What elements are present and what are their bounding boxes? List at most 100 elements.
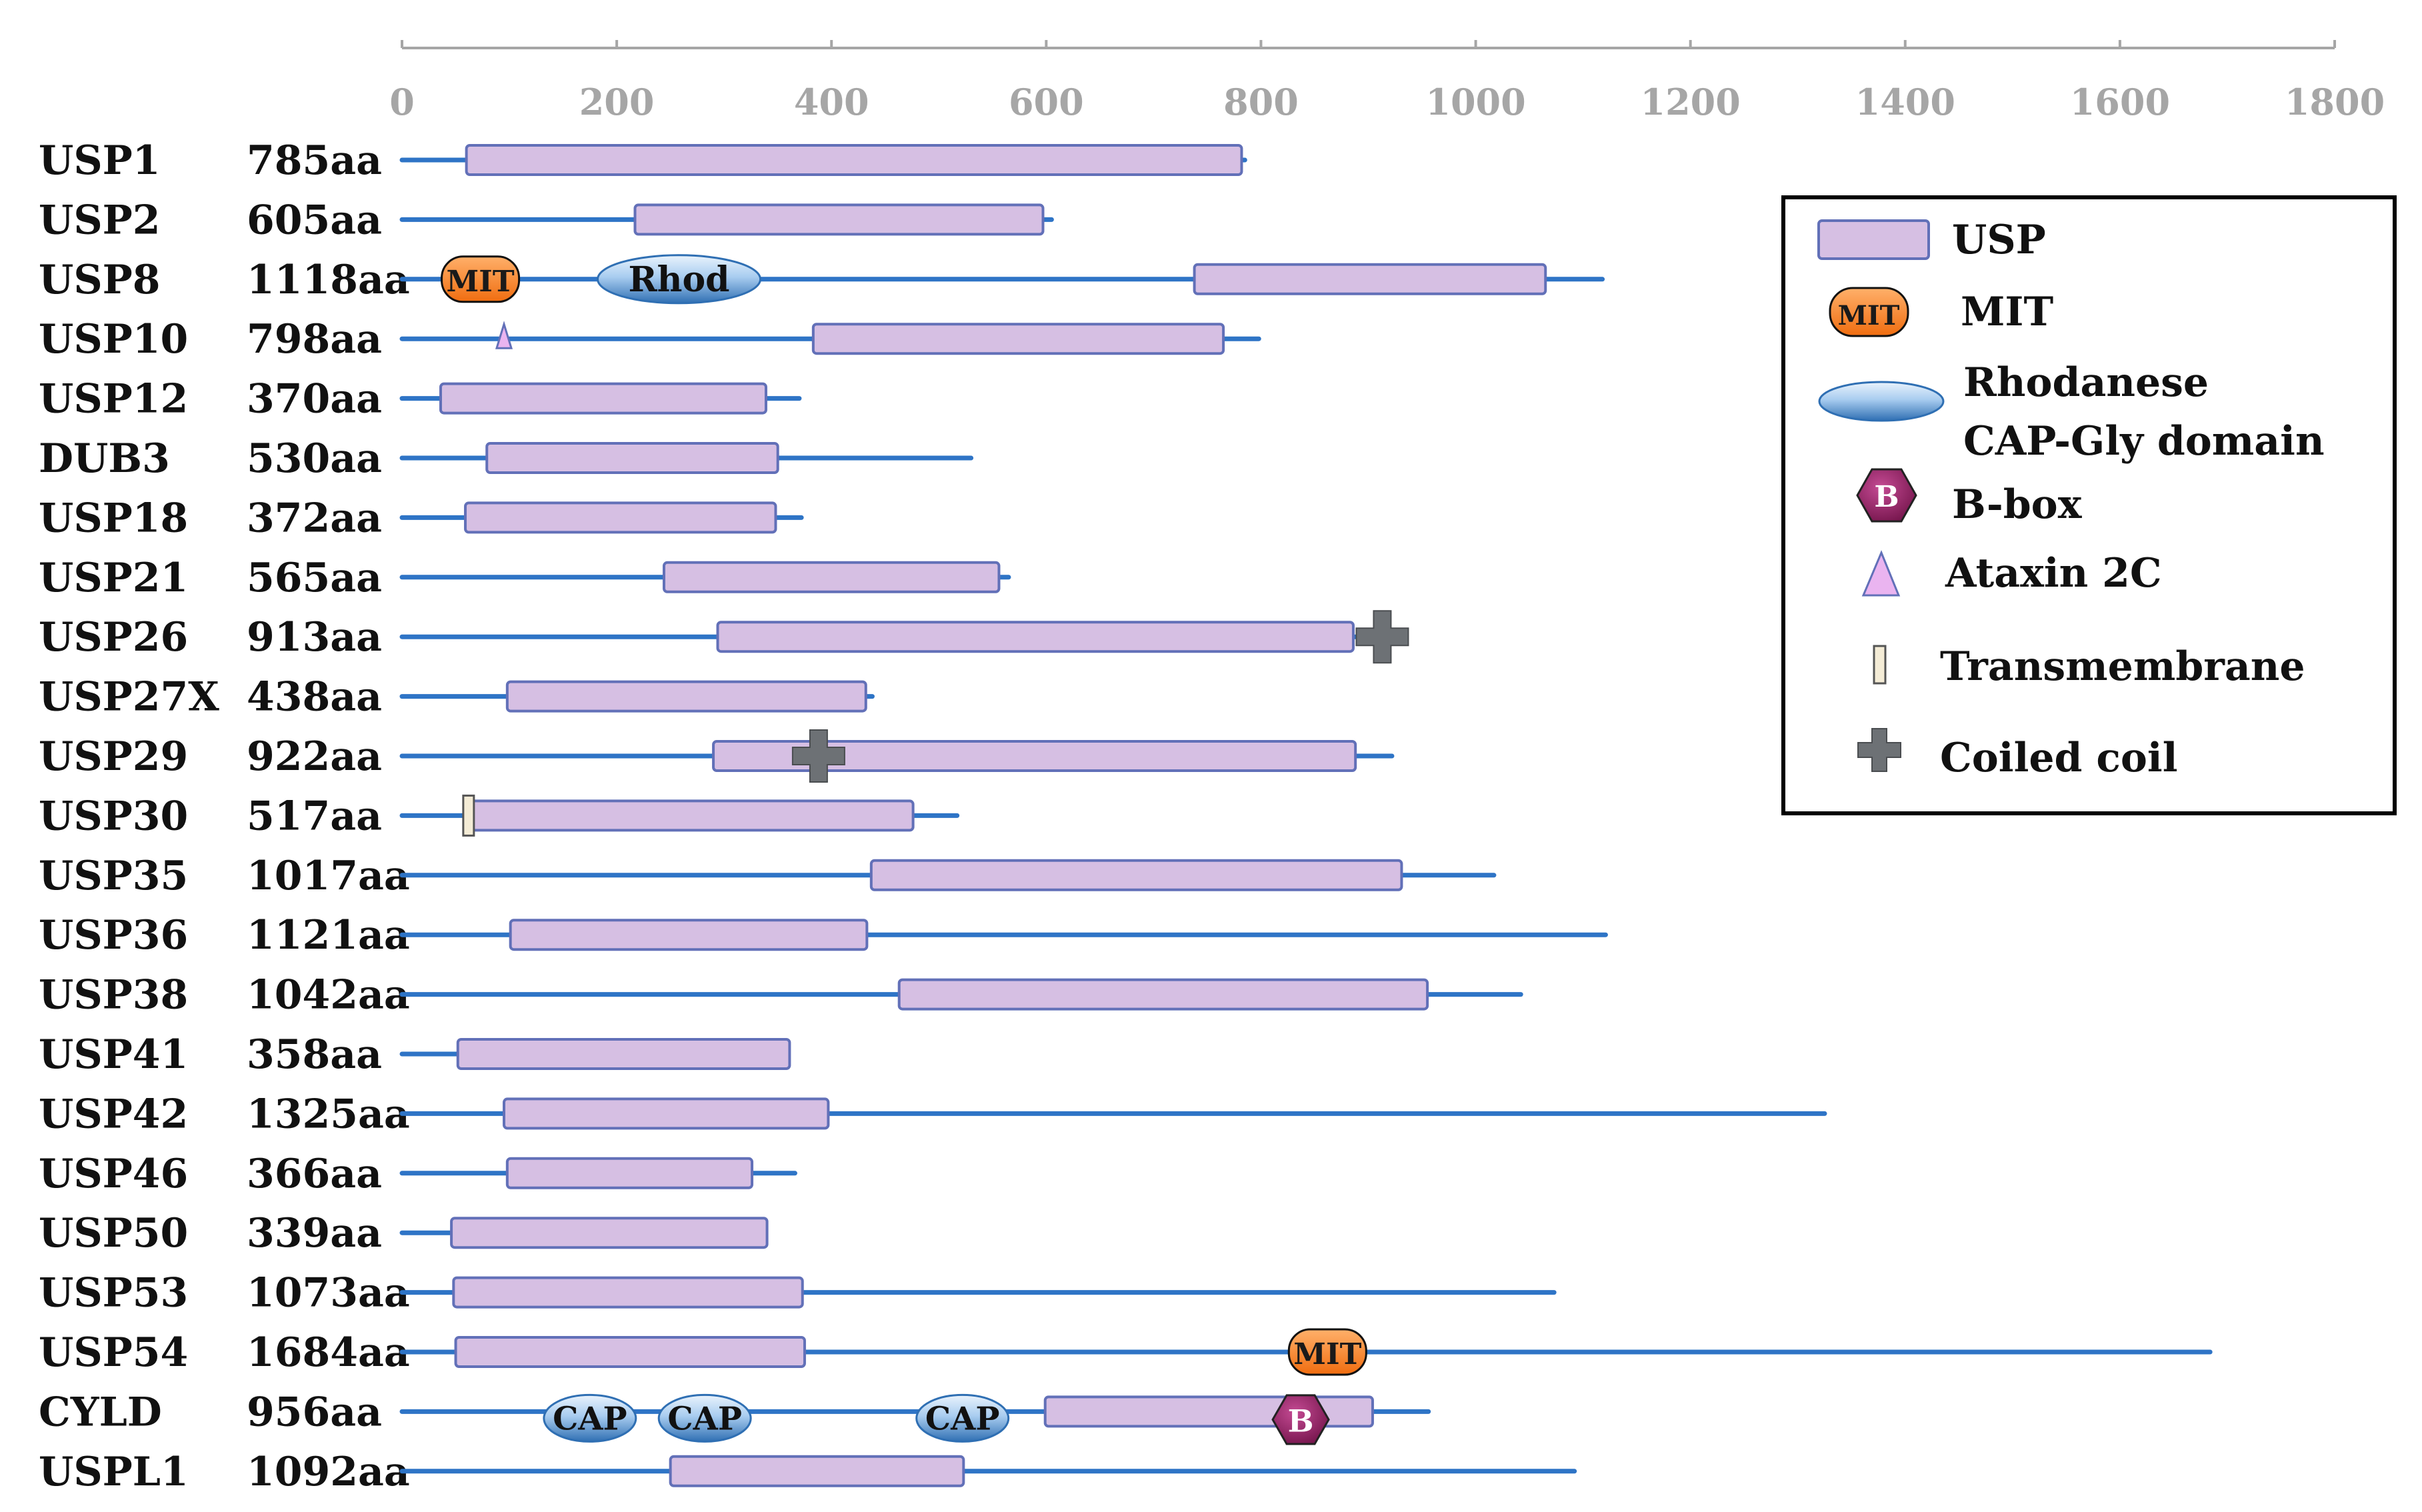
protein-row-usp35: USP35 1017aa <box>39 853 1497 899</box>
legend-usp-label: USP <box>1952 217 2046 263</box>
protein-length: 565aa <box>247 555 382 601</box>
usp-domain <box>469 799 915 832</box>
usp-domain <box>669 1455 965 1487</box>
protein-name: USP27X <box>39 674 219 721</box>
protein-name: USP38 <box>39 972 188 1019</box>
protein-name: USP10 <box>39 316 188 363</box>
protein-length: 956aa <box>247 1389 382 1435</box>
protein-length: 517aa <box>247 793 382 839</box>
coiled-coil-domain <box>791 729 845 783</box>
protein-row-usp53: USP53 1073aa <box>39 1270 1557 1317</box>
protein-name: USP18 <box>39 495 188 541</box>
protein-name: USP46 <box>39 1151 188 1197</box>
usp-domain <box>712 740 1357 772</box>
usp-domain <box>869 859 1403 891</box>
usp-domain <box>1193 263 1547 295</box>
b-box-domain-label: B <box>1288 1403 1314 1439</box>
protein-length: 1684aa <box>247 1329 410 1376</box>
legend-rhodanese-symbol <box>1818 381 1945 422</box>
protein-name: USP35 <box>39 853 188 899</box>
usp-domain <box>505 1157 754 1189</box>
protein-length: 372aa <box>247 495 382 541</box>
protein-row-usp42: USP42 1325aa <box>39 1091 1827 1137</box>
protein-row-usp21: USP21 565aa <box>39 555 1011 601</box>
protein-length: 1017aa <box>247 853 410 899</box>
axis-tick-label: 0 <box>389 81 415 123</box>
protein-row-usp10: USP10 798aa <box>39 316 1261 363</box>
rhodanese-domain <box>597 254 762 305</box>
protein-length: 370aa <box>247 376 382 423</box>
protein-length: 1325aa <box>247 1091 410 1137</box>
usp-domain <box>454 1336 806 1368</box>
legend-capgly-label: CAP-Gly domain <box>1963 418 2325 465</box>
legend-transmembrane-symbol <box>1873 645 1887 685</box>
x-axis: 0 200 400 600 800 1000 1200 1400 1600 1800 <box>389 40 2385 123</box>
axis-tick-label: 200 <box>579 81 655 123</box>
protein-row-usp2: USP2 605aa <box>39 197 1054 243</box>
protein-length: 605aa <box>247 197 382 243</box>
protein-row-usp38: USP38 1042aa <box>39 972 1523 1019</box>
protein-name: USP36 <box>39 912 188 959</box>
axis-tick-label: 1000 <box>1425 81 1525 123</box>
axis-tick-label: 800 <box>1223 81 1299 123</box>
legend-bbox-label: B-box <box>1952 481 2083 528</box>
legend-mit-symbol-text: MIT <box>1838 300 1900 331</box>
usp-domain <box>464 501 777 534</box>
protein-name: CYLD <box>39 1389 162 1435</box>
protein-name: USP54 <box>39 1329 188 1376</box>
protein-name: USP12 <box>39 376 188 423</box>
cap-gly-domain-label: CAP <box>667 1400 742 1437</box>
protein-length: 1118aa <box>247 257 410 303</box>
usp-domain <box>465 144 1243 176</box>
legend-mit-label: MIT <box>1961 289 2053 335</box>
protein-name: USP1 <box>39 137 161 184</box>
b-box-domain <box>1271 1394 1330 1445</box>
ataxin-2c-domain <box>495 321 513 349</box>
axis-tick-label: 600 <box>1009 81 1084 123</box>
protein-row-usp27x: USP27X 438aa <box>39 674 875 721</box>
usp-domain <box>439 382 767 415</box>
axis-tick-label: 1800 <box>2285 81 2385 123</box>
usp-domain <box>452 1276 804 1309</box>
protein-row-usp36: USP36 1121aa <box>39 912 1608 959</box>
usp-domain <box>897 978 1429 1011</box>
protein-name: USP42 <box>39 1091 188 1137</box>
protein-name: USP2 <box>39 197 161 243</box>
cap-gly-domain-label: CAP <box>553 1400 627 1437</box>
legend-mit-symbol: MIT <box>1829 287 1909 337</box>
usp-domain <box>450 1217 769 1249</box>
rhodanese-domain-label: Rhod <box>628 259 729 300</box>
usp-domain <box>811 323 1225 355</box>
protein-row-usp50: USP50 339aa <box>39 1210 769 1257</box>
axis-tick-label: 1400 <box>1855 81 1955 123</box>
protein-row-usp54: USP54 1684aa MIT <box>39 1328 2213 1376</box>
legend-usp-symbol <box>1817 219 1930 260</box>
usp-domain <box>485 442 779 474</box>
usp-domain <box>505 680 867 713</box>
protein-length: 913aa <box>247 614 382 661</box>
protein-name: USP8 <box>39 257 161 303</box>
protein-length: 1121aa <box>247 912 410 959</box>
legend: USP MIT MIT Rhodanese CAP-Gly domain B B… <box>1781 195 2397 815</box>
cap-gly-domain <box>543 1393 637 1443</box>
protein-length: 1073aa <box>247 1270 410 1317</box>
protein-name: USP41 <box>39 1031 188 1078</box>
protein-row-usp46: USP46 366aa <box>39 1151 797 1197</box>
axis-tick-label: 400 <box>794 81 869 123</box>
protein-row-usp26: USP26 913aa <box>39 610 1409 664</box>
protein-name: USP50 <box>39 1210 188 1257</box>
protein-name: USP30 <box>39 793 188 839</box>
usp-domain <box>716 621 1355 653</box>
cap-gly-domain <box>657 1393 752 1443</box>
protein-row-usp30: USP30 517aa <box>39 793 960 839</box>
protein-name: USP53 <box>39 1270 188 1317</box>
protein-row-usp29: USP29 922aa <box>39 729 1395 783</box>
protein-row-usp1: USP1 785aa <box>39 137 1247 184</box>
protein-name: USP26 <box>39 614 188 661</box>
protein-length: 366aa <box>247 1151 382 1197</box>
protein-row-usp12: USP12 370aa <box>39 376 802 423</box>
protein-row-usp41: USP41 358aa <box>39 1031 791 1078</box>
protein-length: 922aa <box>247 733 382 780</box>
